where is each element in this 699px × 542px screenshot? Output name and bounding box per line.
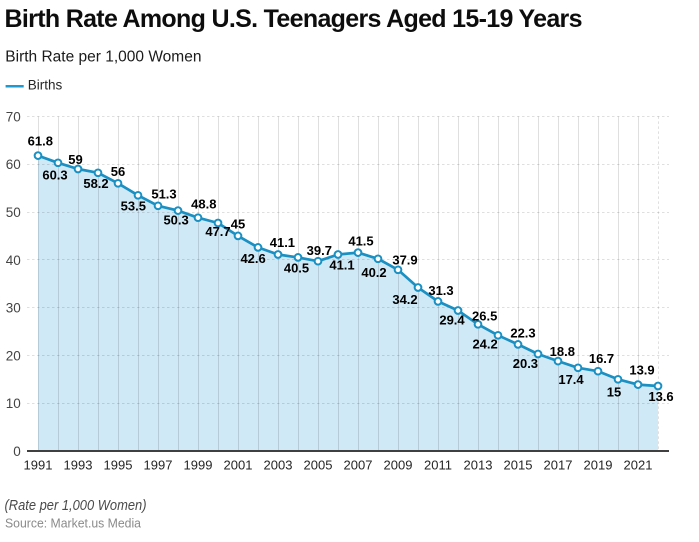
svg-text:0: 0 [13, 444, 21, 459]
svg-text:2011: 2011 [424, 457, 452, 472]
svg-text:70: 70 [6, 109, 21, 124]
svg-text:39.7: 39.7 [307, 243, 332, 258]
svg-text:2015: 2015 [504, 457, 533, 472]
svg-text:50: 50 [6, 205, 21, 220]
svg-text:Births: Births [28, 77, 63, 92]
svg-text:15: 15 [607, 384, 621, 399]
svg-text:1991: 1991 [24, 457, 53, 472]
svg-text:41.5: 41.5 [348, 234, 373, 249]
svg-text:13.6: 13.6 [648, 389, 673, 404]
svg-text:Source: Market.us Media: Source: Market.us Media [5, 516, 142, 531]
svg-text:58.2: 58.2 [83, 176, 108, 191]
svg-text:40.5: 40.5 [284, 261, 309, 276]
svg-text:60: 60 [6, 157, 21, 172]
svg-text:10: 10 [6, 396, 21, 411]
svg-text:41.1: 41.1 [329, 258, 354, 273]
svg-text:2019: 2019 [584, 457, 613, 472]
svg-text:2021: 2021 [624, 457, 653, 472]
svg-text:50.3: 50.3 [163, 212, 188, 227]
svg-text:60.3: 60.3 [42, 168, 67, 183]
svg-text:2017: 2017 [544, 457, 573, 472]
svg-text:47.7: 47.7 [205, 224, 230, 239]
svg-text:53.5: 53.5 [121, 199, 146, 214]
svg-text:20.3: 20.3 [513, 356, 538, 371]
svg-text:22.3: 22.3 [510, 325, 535, 340]
svg-text:48.8: 48.8 [191, 197, 216, 212]
svg-text:59: 59 [68, 152, 82, 167]
svg-text:26.5: 26.5 [472, 308, 497, 323]
svg-text:16.7: 16.7 [589, 351, 614, 366]
svg-text:18.8: 18.8 [550, 344, 575, 359]
svg-text:30: 30 [6, 301, 21, 316]
svg-text:51.3: 51.3 [151, 186, 176, 201]
svg-text:41.1: 41.1 [270, 235, 295, 250]
svg-text:40.2: 40.2 [361, 265, 386, 280]
svg-text:1997: 1997 [144, 457, 173, 472]
svg-text:45: 45 [231, 216, 245, 231]
svg-text:40: 40 [6, 253, 21, 268]
svg-text:29.4: 29.4 [439, 313, 465, 328]
svg-text:Birth Rate Among U.S. Teenager: Birth Rate Among U.S. Teenagers Aged 15-… [5, 5, 583, 33]
svg-text:17.4: 17.4 [558, 372, 584, 387]
svg-text:2001: 2001 [224, 457, 253, 472]
svg-text:61.8: 61.8 [28, 134, 53, 149]
svg-text:Birth Rate per 1,000 Women: Birth Rate per 1,000 Women [5, 48, 201, 65]
svg-text:2007: 2007 [344, 457, 373, 472]
svg-text:24.2: 24.2 [472, 337, 497, 352]
svg-text:37.9: 37.9 [392, 252, 417, 267]
svg-text:34.2: 34.2 [392, 292, 417, 307]
svg-text:(Rate per 1,000 Women): (Rate per 1,000 Women) [5, 498, 147, 514]
svg-text:1995: 1995 [104, 457, 133, 472]
svg-text:42.6: 42.6 [240, 251, 265, 266]
svg-text:1993: 1993 [64, 457, 93, 472]
svg-text:2005: 2005 [304, 457, 333, 472]
svg-text:1999: 1999 [184, 457, 213, 472]
svg-text:2009: 2009 [384, 457, 413, 472]
svg-text:56: 56 [111, 164, 125, 179]
svg-text:2003: 2003 [264, 457, 293, 472]
svg-text:13.9: 13.9 [629, 362, 654, 377]
svg-text:20: 20 [6, 348, 21, 363]
svg-text:31.3: 31.3 [428, 283, 453, 298]
svg-text:2013: 2013 [464, 457, 493, 472]
